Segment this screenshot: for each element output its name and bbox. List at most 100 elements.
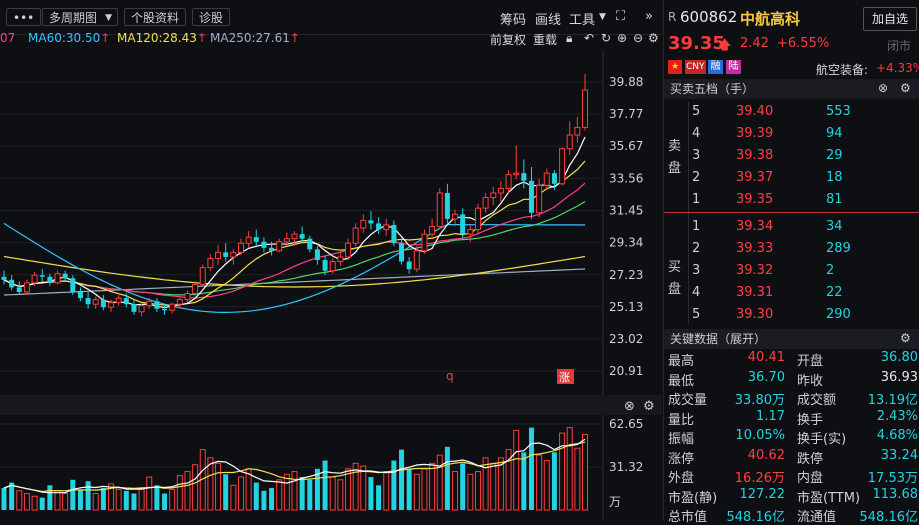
buy-level-row[interactable]: 5 39.30 290 bbox=[664, 304, 919, 326]
period-select-button[interactable]: 多周期图 ▼ bbox=[42, 8, 119, 26]
buy-level-row[interactable]: 1 39.34 34 bbox=[664, 216, 919, 238]
candle bbox=[559, 147, 566, 186]
volume-bar bbox=[505, 449, 512, 511]
draw-line-button[interactable]: 画线 bbox=[535, 13, 562, 28]
volume-bar bbox=[337, 479, 344, 511]
volume-bar bbox=[108, 483, 115, 511]
zoom-in-icon[interactable]: ⊕ bbox=[617, 31, 628, 45]
tools-button[interactable]: 工具 bbox=[569, 13, 596, 28]
candle-body bbox=[54, 273, 61, 284]
sell-level-row[interactable]: 2 39.37 18 bbox=[664, 167, 919, 189]
volume-bar bbox=[70, 479, 76, 510]
volume-bar bbox=[376, 485, 382, 510]
chip-button[interactable]: 筹码 bbox=[500, 13, 527, 28]
chevron-down-icon[interactable]: ▼ bbox=[599, 12, 606, 22]
candle bbox=[70, 275, 76, 296]
gear-icon[interactable]: ⚙ bbox=[900, 331, 911, 345]
volume-bar bbox=[436, 454, 443, 511]
kline-chart[interactable]: 39.88 37.77 35.67 33.56 31.45 29.34 27.23 25.13… bbox=[0, 0, 662, 520]
candle bbox=[551, 170, 557, 190]
key-data-label: 昨收 bbox=[797, 373, 824, 389]
refresh-icon[interactable]: ↻ bbox=[601, 31, 612, 45]
sell-side-label-top: 卖 bbox=[668, 139, 682, 154]
candle-body bbox=[223, 252, 229, 257]
candle bbox=[138, 302, 145, 317]
volume-bar bbox=[138, 487, 145, 511]
adjust-mode-button[interactable]: 前复权 bbox=[490, 33, 527, 47]
candle bbox=[192, 281, 199, 297]
sell-level-row[interactable]: 3 39.38 29 bbox=[664, 145, 919, 167]
buy-volume: 289 bbox=[826, 241, 851, 256]
sell-volume: 18 bbox=[826, 170, 843, 185]
key-data-label: 换手 bbox=[797, 412, 824, 428]
candle-body bbox=[482, 197, 489, 209]
candle bbox=[337, 252, 344, 267]
volume-bar bbox=[269, 488, 275, 510]
candle bbox=[329, 258, 336, 274]
candle-body bbox=[47, 276, 53, 283]
candle bbox=[31, 272, 38, 286]
volume-bar bbox=[467, 473, 474, 511]
volume-bar bbox=[307, 479, 313, 510]
lock-icon[interactable]: 🔒︎ bbox=[566, 31, 573, 45]
key-data-value: 548.16亿 bbox=[859, 510, 919, 525]
gear-icon[interactable]: ⚙ bbox=[643, 399, 655, 414]
vol-ma5-line bbox=[3, 438, 586, 494]
candle bbox=[123, 293, 129, 308]
close-section-icon[interactable]: ⊗ bbox=[878, 81, 889, 95]
candle bbox=[429, 218, 436, 239]
collapse-panel-icon[interactable]: » bbox=[645, 9, 653, 24]
gear-icon[interactable]: ⚙ bbox=[648, 31, 659, 45]
sell-level: 4 bbox=[692, 126, 701, 141]
quote-panel: R 600862 中航高科 加自选 39.35 🡅 2.42 +6.55% 闭市… bbox=[663, 0, 919, 525]
candle bbox=[291, 231, 298, 245]
candle-body bbox=[276, 241, 283, 252]
stock-info-button[interactable]: 个股资料 bbox=[124, 8, 187, 26]
candle-body bbox=[307, 238, 313, 250]
candle bbox=[47, 273, 53, 286]
key-data-title[interactable]: 关键数据（展开） bbox=[670, 332, 767, 346]
candle bbox=[39, 269, 45, 282]
gear-icon[interactable]: ⚙ bbox=[900, 81, 911, 95]
candle bbox=[345, 238, 352, 260]
add-watchlist-button[interactable]: 加自选 bbox=[863, 7, 917, 31]
volume-bar bbox=[123, 490, 129, 510]
volume-bar bbox=[176, 475, 183, 511]
reload-button[interactable]: 重载 bbox=[533, 33, 558, 47]
key-data-value: 40.41 bbox=[747, 350, 785, 365]
candle-body bbox=[115, 297, 122, 304]
diagnose-button[interactable]: 诊股 bbox=[192, 8, 231, 26]
ma-legend-item: MA120:28.43↑ bbox=[117, 31, 207, 45]
volume-bar bbox=[383, 471, 390, 511]
buy-side-label-bottom: 盘 bbox=[668, 282, 682, 297]
candle-body bbox=[497, 187, 504, 194]
current-price: 39.35 bbox=[668, 33, 725, 54]
close-pane-icon[interactable]: ⊗ bbox=[624, 399, 635, 414]
volume-bar bbox=[421, 468, 428, 511]
sell-level-row[interactable]: 1 39.35 81 bbox=[664, 189, 919, 211]
candle bbox=[360, 214, 367, 233]
volume-bar bbox=[543, 460, 550, 511]
fullscreen-icon[interactable]: ⛶ bbox=[616, 9, 626, 24]
buy-level-row[interactable]: 4 39.31 22 bbox=[664, 282, 919, 304]
candle bbox=[322, 255, 328, 276]
volume-bar bbox=[391, 460, 397, 510]
candle bbox=[237, 238, 244, 256]
candle bbox=[299, 226, 305, 242]
candle bbox=[383, 218, 390, 236]
volume-bar bbox=[154, 485, 160, 510]
zoom-out-icon[interactable]: ⊖ bbox=[633, 31, 644, 45]
candle bbox=[54, 270, 61, 285]
more-dots-button[interactable]: ••• bbox=[6, 8, 42, 26]
candle-body bbox=[467, 229, 474, 235]
volume-bar bbox=[261, 490, 267, 510]
sell-level-row[interactable]: 5 39.40 553 bbox=[664, 101, 919, 123]
sell-level-row[interactable]: 4 39.39 94 bbox=[664, 123, 919, 145]
candle-body bbox=[490, 192, 497, 199]
buy-level-row[interactable]: 2 39.33 289 bbox=[664, 238, 919, 260]
price-tick-label: 27.23 bbox=[609, 268, 643, 282]
undo-icon[interactable]: ↶ bbox=[584, 31, 595, 45]
candle bbox=[77, 287, 83, 302]
sector-label[interactable]: 航空装备: bbox=[816, 63, 869, 77]
buy-level-row[interactable]: 3 39.32 2 bbox=[664, 260, 919, 282]
